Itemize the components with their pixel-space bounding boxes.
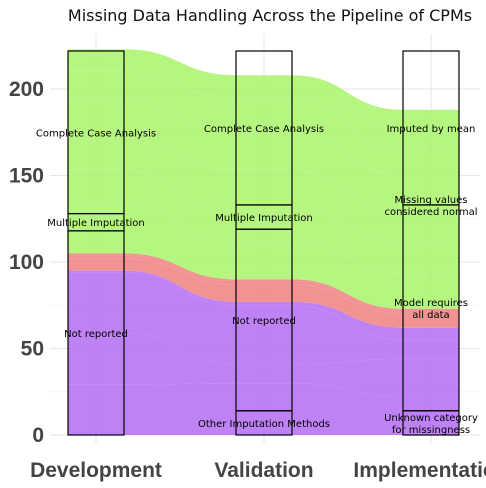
flow-ribbon xyxy=(124,204,236,280)
flow-segment xyxy=(236,279,292,282)
flow-segment xyxy=(68,101,124,141)
flow-segment xyxy=(236,305,292,365)
flow-segment xyxy=(403,327,459,340)
stratum-label: Not reported xyxy=(232,316,296,327)
flow-ribbon xyxy=(292,284,403,328)
stratum-label: Unknown category xyxy=(384,413,478,424)
flow-ribbon xyxy=(292,383,403,435)
stratum-label: Imputed by mean xyxy=(387,124,476,135)
flow-ribbon xyxy=(292,301,403,340)
x-tick-label: Development xyxy=(30,459,162,482)
flow-segment xyxy=(236,241,292,280)
flow-segment xyxy=(68,332,124,385)
flow-segment xyxy=(236,170,292,211)
flow-ribbon xyxy=(124,270,236,306)
flow-segment xyxy=(403,211,459,242)
flow-segment xyxy=(403,175,459,212)
stratum-box xyxy=(67,50,125,215)
stratum-box xyxy=(402,50,460,206)
flow-segment xyxy=(68,384,124,435)
chart-title: Missing Data Handling Across the Pipelin… xyxy=(68,6,472,25)
flow-segment xyxy=(403,358,459,397)
flow-ribbon xyxy=(292,132,403,212)
flow-ribbon xyxy=(124,258,236,302)
x-axis: Development Validation Implementation xyxy=(30,459,486,482)
flow-segment xyxy=(236,210,292,242)
flow-ribbon xyxy=(292,305,403,365)
flow-segment xyxy=(236,383,292,435)
y-tick-label: 100 xyxy=(9,251,44,274)
y-tick-label: 0 xyxy=(32,424,44,447)
x-tick-label: Implementation xyxy=(353,459,486,482)
stratum-label: all data xyxy=(412,310,449,321)
flow-segment xyxy=(403,109,459,131)
stratum-label: considered normal xyxy=(384,207,477,218)
flow-segment xyxy=(236,132,292,171)
flow-segment xyxy=(403,272,459,309)
flow-ribbon xyxy=(292,170,403,242)
flow-segment xyxy=(68,255,124,259)
flow-ribbon xyxy=(292,358,403,397)
flow-ribbon xyxy=(124,49,236,98)
flow-ribbon xyxy=(124,71,236,133)
flow-ribbon xyxy=(292,279,403,311)
flow-segment xyxy=(68,272,124,333)
flow-ribbon xyxy=(124,332,236,385)
flow-ribbon xyxy=(124,383,236,435)
stratum-label: Model requires xyxy=(394,298,468,309)
flow-ribbon xyxy=(292,241,403,309)
stratum-label: Multiple Imputation xyxy=(47,218,144,229)
flow-ribbon xyxy=(292,75,403,131)
stratum-label: Not reported xyxy=(64,329,128,340)
flow-segment xyxy=(403,339,459,359)
flow-segment xyxy=(403,130,459,152)
flow-segment xyxy=(68,258,124,271)
stratum-label: Complete Case Analysis xyxy=(36,128,156,139)
flow-segment xyxy=(403,151,459,176)
flow-segment xyxy=(68,270,124,273)
flow-segment xyxy=(68,253,124,256)
flow-segment xyxy=(236,97,292,133)
flows xyxy=(68,49,459,435)
flow-segment xyxy=(68,71,124,102)
flow-segment xyxy=(236,364,292,384)
flow-segment xyxy=(68,140,124,171)
flow-ribbon xyxy=(124,253,236,282)
flow-ribbon xyxy=(124,170,236,242)
x-tick-label: Validation xyxy=(214,459,313,482)
flow-ribbon xyxy=(124,272,236,365)
flow-ribbon xyxy=(124,255,236,285)
flow-segment xyxy=(403,310,459,314)
stratum-label: for missingness xyxy=(392,425,470,436)
flow-segment xyxy=(236,301,292,306)
flow-ribbon xyxy=(124,101,236,171)
stratum-label: Other Imputation Methods xyxy=(198,419,330,430)
flow-segment xyxy=(68,170,124,205)
flow-segment xyxy=(236,75,292,98)
flow-ribbon xyxy=(292,97,403,176)
flow-ribbon xyxy=(292,210,403,273)
y-axis: 0 50 100 150 200 xyxy=(9,78,44,447)
strata: Not reported Multiple Imputation Complete … xyxy=(36,50,478,436)
flow-segment xyxy=(403,313,459,328)
stratum-label: Missing values xyxy=(395,195,468,206)
flow-ribbon xyxy=(292,75,403,152)
flow-ribbon xyxy=(292,281,403,314)
y-tick-label: 200 xyxy=(9,78,44,101)
stratum-box xyxy=(235,50,293,206)
flow-segment xyxy=(403,308,459,311)
y-tick-label: 50 xyxy=(21,338,44,361)
stratum-label: Complete Case Analysis xyxy=(204,124,324,135)
y-tick-label: 150 xyxy=(9,165,44,188)
flow-segment xyxy=(68,49,124,72)
flow-ribbon xyxy=(124,140,236,211)
flow-segment xyxy=(403,241,459,273)
flow-segment xyxy=(236,281,292,285)
flow-segment xyxy=(403,396,459,435)
flow-segment xyxy=(236,284,292,302)
stratum-label: Multiple Imputation xyxy=(215,213,312,224)
